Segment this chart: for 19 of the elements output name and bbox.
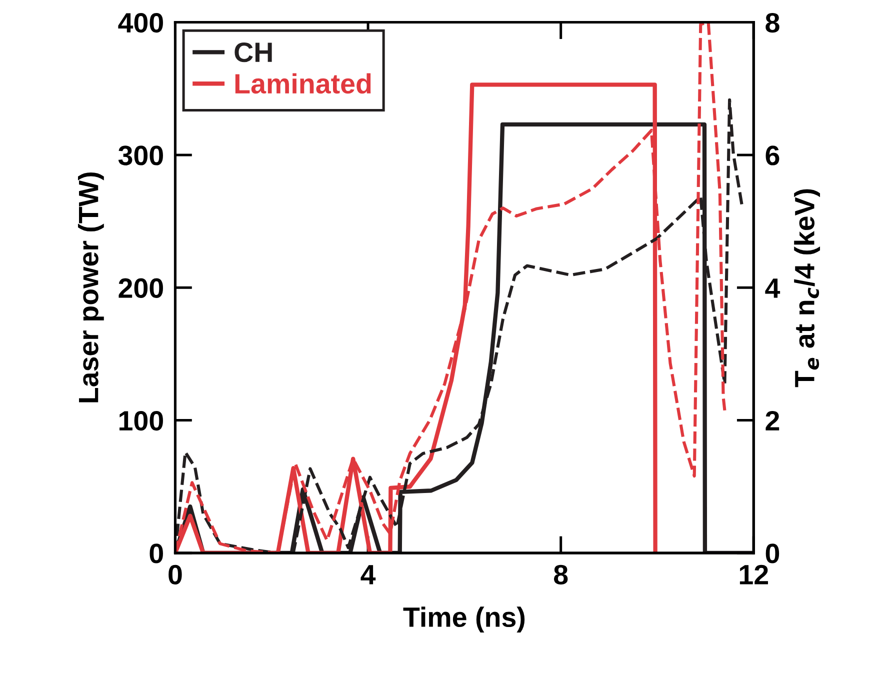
y-tick-label: 300 bbox=[118, 146, 163, 166]
x-tick-label: 8 bbox=[554, 564, 568, 584]
y-axis-title: Laser power (TW) bbox=[78, 172, 104, 402]
y2-tick-label: 2 bbox=[766, 410, 780, 430]
x-axis-title: Time (ns) bbox=[403, 606, 525, 633]
x-tick-label: 0 bbox=[168, 564, 182, 584]
y-tick-label: 400 bbox=[118, 12, 163, 33]
x-tick-label: 12 bbox=[740, 564, 768, 584]
x-tick-label: 4 bbox=[360, 565, 376, 584]
y2-tick-label: 8 bbox=[766, 12, 780, 33]
y-tick-label: 0 bbox=[150, 544, 163, 564]
legend-label: CH bbox=[234, 42, 272, 62]
y-tick-label: 100 bbox=[120, 410, 163, 431]
y2-tick-label: 0 bbox=[766, 544, 780, 564]
y-tick-label: 200 bbox=[118, 278, 163, 298]
y2-axis-title: T$_{e}$ at n$_{c}$/4 (keV) bbox=[794, 189, 820, 388]
legend-label: Laminated bbox=[235, 73, 371, 94]
y2-tick-label: 6 bbox=[766, 146, 780, 166]
y2-tick-label: 4 bbox=[765, 278, 780, 298]
